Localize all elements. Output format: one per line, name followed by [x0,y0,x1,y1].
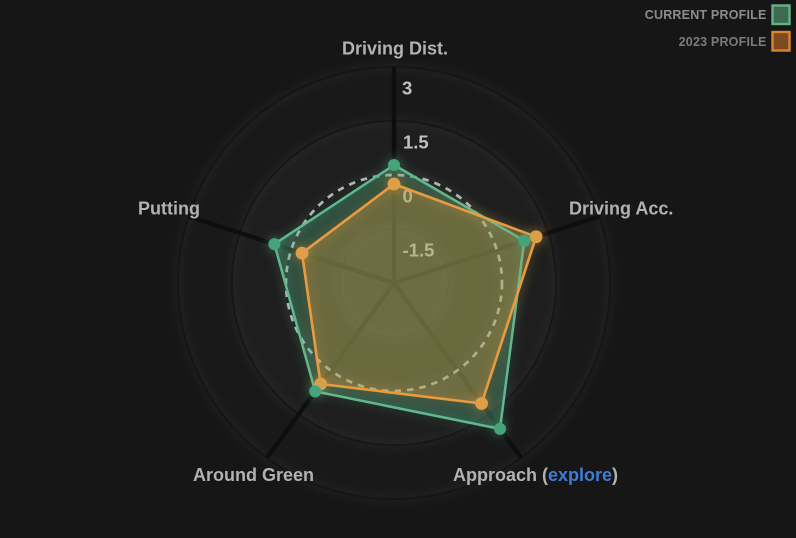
svg-text:Driving Dist.: Driving Dist. [342,39,448,59]
svg-text:Putting: Putting [138,199,200,219]
svg-text:CURRENT PROFILE: CURRENT PROFILE [645,8,767,22]
svg-text:0: 0 [403,186,413,207]
svg-text:Approach (explore): Approach (explore) [453,465,618,485]
svg-text:2023 PROFILE: 2023 PROFILE [679,35,767,49]
svg-text:Around Green: Around Green [193,465,314,485]
svg-text:Driving Acc.: Driving Acc. [569,199,673,219]
svg-text:1.5: 1.5 [403,132,429,153]
svg-text:-1.5: -1.5 [403,240,435,261]
svg-text:3: 3 [402,78,412,99]
